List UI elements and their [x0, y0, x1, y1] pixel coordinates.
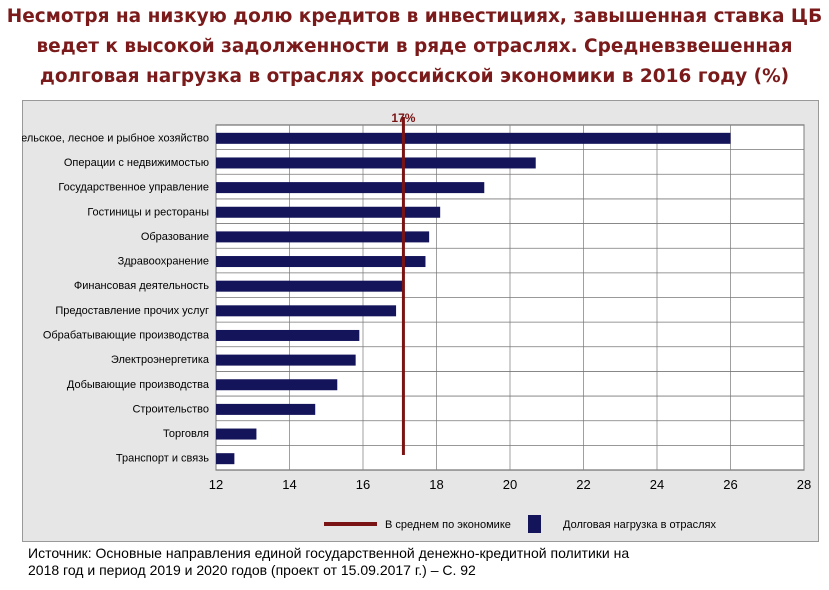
y-category-label: Финансовая деятельность [74, 280, 209, 292]
y-category-label: Электроэнергетика [111, 354, 210, 366]
bar [216, 453, 235, 465]
chart-title: Несмотря на низкую долю кредитов в инвес… [0, 2, 829, 92]
x-tick-label: 14 [282, 477, 296, 492]
legend-bar-swatch [528, 515, 541, 533]
x-tick-label: 24 [650, 477, 664, 492]
x-tick-label: 26 [723, 477, 737, 492]
bar [216, 280, 404, 292]
bar [216, 305, 397, 317]
reference-line-label: 17% [391, 111, 415, 125]
x-tick-label: 12 [209, 477, 223, 492]
bar-chart: 12 14 16 18 20 22 24 26 28 Сельское, лесное и рыб… [22, 111, 811, 533]
bar [216, 403, 316, 415]
chart-title-line-3: долговая нагрузка в отраслях российской … [39, 66, 790, 87]
legend-reference-label: В среднем по экономике [385, 519, 511, 531]
bar [216, 256, 426, 268]
y-category-label: Образование [141, 231, 209, 243]
source-line-1: Источник: Основные направления единой го… [28, 545, 630, 561]
y-category-label: Здравоохранение [118, 256, 209, 268]
y-category-label: Обрабатывающие производства [43, 329, 210, 341]
x-tick-label: 20 [503, 477, 517, 492]
y-category-label: Операции с недвижимостью [64, 157, 209, 169]
chart-title-line-1: Несмотря на низкую долю кредитов в инвес… [6, 6, 823, 27]
bar [216, 428, 257, 440]
x-tick-label: 18 [429, 477, 443, 492]
x-tick-label: 22 [576, 477, 590, 492]
y-category-label: Строительство [132, 403, 209, 415]
bar [216, 231, 430, 243]
bar [216, 132, 731, 144]
legend-bar-label: Долговая нагрузка в отраслях [563, 519, 717, 531]
y-category-label: Государственное управление [58, 182, 209, 194]
x-tick-label: 16 [356, 477, 370, 492]
source-note: Источник: Основные направления единой го… [28, 545, 818, 579]
bar [216, 329, 360, 341]
y-category-label: Транспорт и связь [116, 453, 209, 465]
bar [216, 354, 356, 366]
y-category-label: Торговля [163, 428, 209, 440]
y-category-label: Сельское, лесное и рыбное хозяйство [22, 132, 209, 144]
y-category-label: Добывающие производства [67, 379, 210, 391]
bar [216, 157, 536, 169]
bar [216, 182, 485, 194]
x-tick-label: 28 [797, 477, 811, 492]
bar [216, 379, 338, 391]
source-line-2: 2018 год и период 2019 и 2020 годов (про… [28, 562, 476, 578]
chart-title-line-2: ведет к высокой задолженности в ряде отр… [36, 36, 793, 57]
y-category-label: Гостиницы и рестораны [87, 206, 209, 218]
y-category-label: Предоставление прочих услуг [55, 305, 209, 317]
bar [216, 206, 441, 218]
